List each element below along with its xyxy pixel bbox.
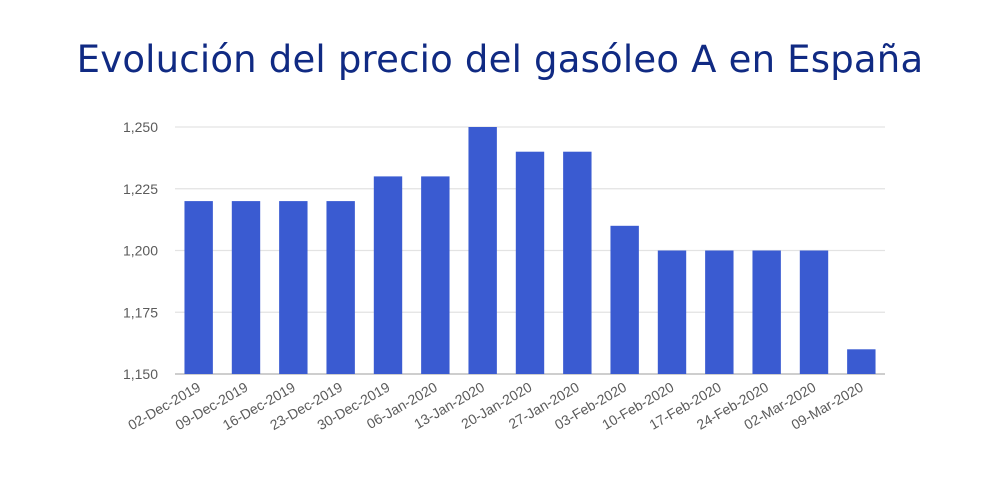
bar [799, 250, 829, 374]
bar [752, 250, 781, 374]
bar [326, 201, 355, 374]
bar [373, 176, 403, 374]
bar [279, 201, 308, 374]
bar [421, 176, 450, 374]
bar [563, 151, 592, 374]
bar [515, 151, 545, 374]
bar [231, 201, 261, 374]
y-tick-label: 1,250 [123, 119, 158, 135]
chart-title: Evolución del precio del gasóleo A en Es… [76, 38, 924, 81]
y-tick-label: 1,225 [123, 181, 158, 197]
y-tick-label: 1,150 [123, 366, 158, 382]
bar [657, 250, 687, 374]
bar [610, 225, 639, 374]
bar [184, 201, 213, 374]
bar [705, 250, 734, 374]
y-tick-label: 1,200 [123, 243, 158, 259]
bar [847, 349, 876, 374]
y-tick-label: 1,175 [123, 304, 158, 320]
bar [468, 127, 497, 374]
